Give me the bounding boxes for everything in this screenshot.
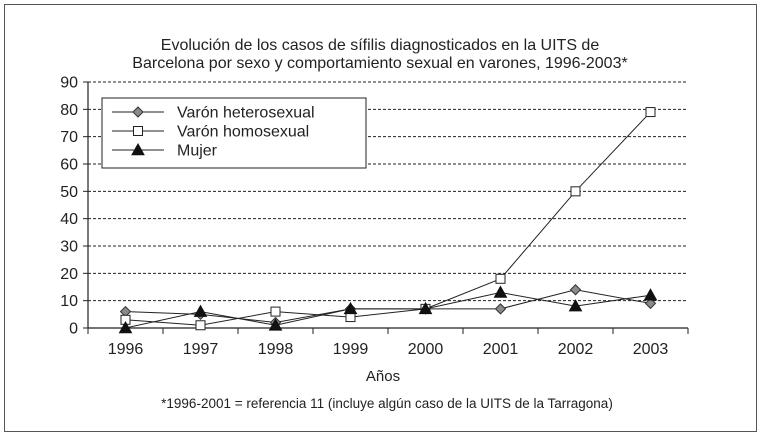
legend-label: Mujer — [177, 143, 218, 160]
legend-item: Varón homosexual — [112, 124, 309, 141]
y-tick-label: 90 — [60, 75, 78, 92]
sifilis-line-chart: Evolución de los casos de sífilis diagno… — [60, 37, 689, 411]
x-tick-label: 1996 — [108, 341, 144, 358]
data-point — [195, 320, 206, 331]
axes: 0 10 20 30 40 50 60 70 80 90 1996 1997 1998 1999 2000 2… — [60, 75, 689, 358]
data-series — [118, 107, 658, 334]
x-tick-label: 1997 — [183, 341, 219, 358]
y-tick-label: 0 — [69, 321, 78, 338]
chart-title-line-1: Evolución de los casos de sífilis diagno… — [161, 37, 600, 54]
footnote: *1996-2001 = referencia 11 (incluye algú… — [161, 396, 613, 411]
data-point — [268, 318, 283, 331]
chart-frame: Evolución de los casos de sífilis diagno… — [4, 4, 757, 432]
y-tick-label: 80 — [60, 102, 78, 119]
legend-marker — [133, 126, 143, 136]
data-point — [645, 107, 656, 118]
x-axis-label: Años — [366, 368, 400, 385]
legend-item: Mujer — [112, 143, 218, 160]
series-triangle — [118, 285, 658, 334]
x-tick-label: 1998 — [258, 341, 294, 358]
data-point — [643, 288, 658, 301]
data-point — [644, 297, 657, 310]
y-tick-label: 40 — [60, 211, 78, 228]
legend-box — [101, 97, 367, 169]
legend: Varón heterosexual Varón homosexual Mujer — [101, 97, 367, 169]
x-tick-label: 2000 — [408, 341, 444, 358]
legend-marker — [132, 106, 144, 118]
chart-title-line-2: Barcelona por sexo y comportamiento sexu… — [132, 55, 627, 72]
data-point — [568, 299, 583, 312]
x-tick-label: 2003 — [633, 341, 669, 358]
data-point — [495, 273, 506, 284]
data-point — [118, 320, 133, 334]
data-point — [193, 304, 208, 317]
y-tick-label: 30 — [60, 239, 78, 256]
x-tick-label: 2001 — [483, 341, 519, 358]
data-point — [569, 284, 582, 296]
x-tick-label: 2002 — [558, 341, 594, 358]
x-tick-label: 1999 — [333, 341, 369, 358]
series-line — [125, 111, 651, 326]
data-point — [570, 186, 581, 197]
data-point — [270, 306, 281, 317]
data-point — [418, 301, 433, 315]
data-point — [343, 301, 358, 315]
legend-label: Varón heterosexual — [177, 105, 315, 122]
legend-item: Varón heterosexual — [112, 105, 315, 122]
series-line — [125, 291, 651, 329]
y-tick-label: 50 — [60, 184, 78, 201]
y-tick-label: 20 — [60, 266, 78, 283]
y-tick-label: 10 — [60, 293, 78, 310]
data-point — [494, 303, 507, 315]
y-tick-label: 60 — [60, 157, 78, 174]
legend-marker — [131, 142, 145, 156]
chart-title: Evolución de los casos de sífilis diagno… — [132, 37, 627, 72]
legend-label: Varón homosexual — [177, 124, 309, 141]
data-point — [493, 285, 508, 298]
y-tick-label: 70 — [60, 129, 78, 146]
